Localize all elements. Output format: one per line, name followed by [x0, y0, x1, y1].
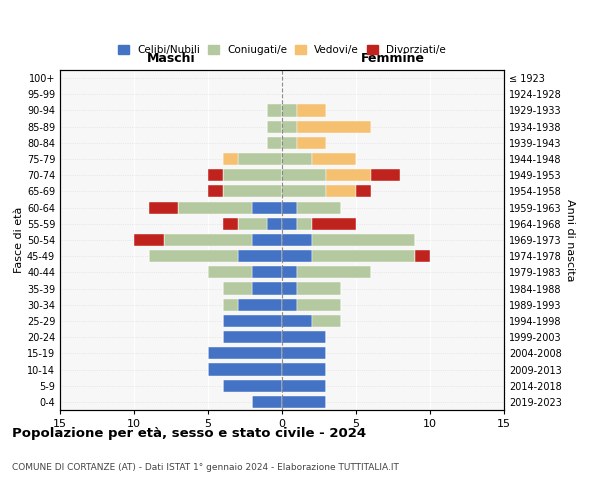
Bar: [282, 218, 297, 230]
Bar: [297, 104, 326, 117]
Bar: [164, 234, 253, 246]
Bar: [223, 282, 253, 294]
Bar: [356, 186, 371, 198]
Bar: [282, 153, 311, 165]
Bar: [297, 218, 311, 230]
Bar: [282, 169, 326, 181]
Bar: [282, 298, 297, 311]
Bar: [208, 266, 253, 278]
Bar: [238, 218, 267, 230]
Bar: [223, 153, 238, 165]
Bar: [253, 282, 282, 294]
Bar: [311, 250, 415, 262]
Bar: [238, 250, 282, 262]
Bar: [282, 380, 326, 392]
Y-axis label: Fasce di età: Fasce di età: [14, 207, 24, 273]
Bar: [282, 137, 297, 149]
Bar: [208, 186, 223, 198]
Bar: [149, 202, 178, 213]
Bar: [311, 218, 356, 230]
Bar: [223, 331, 282, 343]
Bar: [178, 202, 253, 213]
Bar: [282, 202, 297, 213]
Bar: [326, 186, 356, 198]
Bar: [267, 218, 282, 230]
Bar: [282, 364, 326, 376]
Bar: [253, 396, 282, 408]
Bar: [223, 380, 282, 392]
Bar: [297, 266, 371, 278]
Bar: [223, 315, 282, 327]
Bar: [282, 120, 297, 132]
Bar: [208, 348, 282, 360]
Bar: [297, 137, 326, 149]
Bar: [223, 186, 282, 198]
Y-axis label: Anni di nascita: Anni di nascita: [565, 198, 575, 281]
Bar: [267, 120, 282, 132]
Bar: [311, 234, 415, 246]
Bar: [282, 104, 297, 117]
Text: Popolazione per età, sesso e stato civile - 2024: Popolazione per età, sesso e stato civil…: [12, 428, 366, 440]
Bar: [238, 298, 282, 311]
Bar: [149, 250, 238, 262]
Bar: [282, 348, 326, 360]
Text: Maschi: Maschi: [146, 52, 196, 65]
Bar: [134, 234, 164, 246]
Bar: [282, 186, 326, 198]
Legend: Celibi/Nubili, Coniugati/e, Vedovi/e, Divorziati/e: Celibi/Nubili, Coniugati/e, Vedovi/e, Di…: [115, 42, 449, 58]
Bar: [282, 331, 326, 343]
Bar: [267, 104, 282, 117]
Bar: [238, 153, 282, 165]
Bar: [282, 250, 311, 262]
Bar: [223, 298, 238, 311]
Bar: [267, 137, 282, 149]
Bar: [297, 298, 341, 311]
Bar: [282, 396, 326, 408]
Bar: [208, 364, 282, 376]
Bar: [223, 218, 238, 230]
Bar: [253, 234, 282, 246]
Bar: [208, 169, 223, 181]
Bar: [297, 120, 371, 132]
Bar: [282, 234, 311, 246]
Bar: [223, 169, 282, 181]
Bar: [326, 169, 371, 181]
Bar: [282, 282, 297, 294]
Text: Femmine: Femmine: [361, 52, 425, 65]
Text: COMUNE DI CORTANZE (AT) - Dati ISTAT 1° gennaio 2024 - Elaborazione TUTTITALIA.I: COMUNE DI CORTANZE (AT) - Dati ISTAT 1° …: [12, 462, 399, 471]
Bar: [297, 202, 341, 213]
Bar: [282, 315, 311, 327]
Bar: [311, 153, 356, 165]
Bar: [253, 266, 282, 278]
Bar: [415, 250, 430, 262]
Bar: [282, 266, 297, 278]
Bar: [297, 282, 341, 294]
Bar: [311, 315, 341, 327]
Bar: [253, 202, 282, 213]
Bar: [371, 169, 400, 181]
